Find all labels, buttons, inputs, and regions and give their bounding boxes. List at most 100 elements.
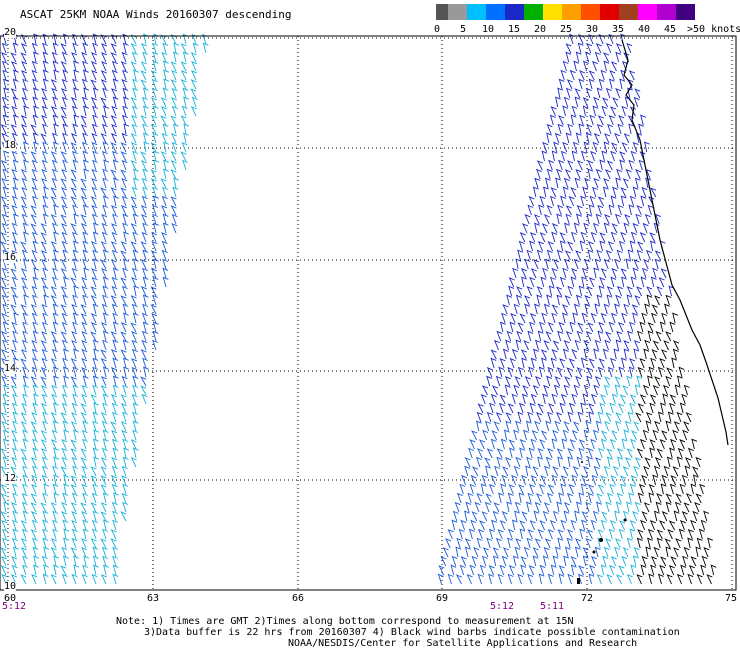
wind-barb: [60, 43, 67, 54]
wind-barb: [61, 501, 68, 513]
wind-barb: [587, 240, 594, 252]
wind-barb: [606, 42, 613, 54]
wind-barb: [642, 222, 649, 234]
wind-barb: [653, 510, 660, 522]
wind-barb: [100, 358, 107, 369]
wind-barb: [40, 403, 47, 414]
legend-swatch: [505, 4, 524, 20]
wind-barb: [12, 393, 19, 405]
wind-barb: [91, 132, 98, 144]
wind-barb: [529, 483, 535, 495]
wind-barb: [23, 159, 29, 171]
wind-barb: [683, 546, 690, 558]
wind-barb: [573, 421, 580, 432]
wind-barb: [528, 366, 535, 378]
wind-barb: [11, 537, 18, 549]
wind-barb: [152, 294, 159, 306]
wind-barb: [22, 465, 28, 477]
wind-barb: [519, 520, 526, 531]
wind-barb: [556, 168, 562, 180]
wind-barb: [52, 141, 59, 153]
wind-barb: [588, 358, 595, 369]
wind-barb: [616, 574, 623, 585]
wind-barb: [607, 123, 613, 135]
wind-barb: [496, 330, 503, 342]
wind-barb: [22, 555, 29, 567]
wind-barb: [140, 43, 147, 54]
wind-barb: [538, 204, 544, 216]
wind-barb: [81, 465, 88, 477]
wind-barb: [558, 78, 565, 90]
wind-barb: [657, 366, 664, 378]
wind-barb: [80, 304, 87, 315]
wind-barb: [62, 384, 68, 396]
wind-barb: [646, 294, 653, 306]
wind-barb: [694, 501, 701, 513]
wind-barb: [50, 412, 57, 423]
wind-barb: [655, 331, 662, 342]
wind-barb: [476, 492, 483, 504]
wind-barb: [112, 546, 119, 558]
wind-barb: [685, 457, 692, 468]
wind-barb: [626, 294, 633, 306]
wind-barb: [596, 501, 602, 513]
wind-barb: [485, 465, 491, 477]
wind-barb: [11, 132, 18, 144]
wind-barb: [20, 520, 27, 531]
wind-barb: [608, 528, 615, 540]
wind-barb: [81, 538, 88, 549]
wind-barb: [130, 142, 137, 153]
wind-barb: [618, 115, 625, 126]
wind-barb: [10, 502, 17, 513]
wind-barb: [578, 492, 585, 504]
wind-barb: [605, 249, 612, 261]
wind-barb: [660, 268, 667, 279]
wind-barb: [101, 213, 108, 225]
wind-barb: [121, 51, 128, 63]
wind-barb: [650, 276, 657, 288]
wind-barb: [501, 555, 508, 567]
wind-barb: [690, 519, 697, 531]
wind-barb: [2, 69, 9, 81]
wind-barb: [549, 195, 556, 207]
wind-barb: [469, 483, 476, 495]
wind-barb: [580, 150, 587, 162]
wind-barb: [640, 276, 647, 288]
wind-barb: [536, 411, 543, 423]
wind-barb: [102, 339, 108, 351]
wind-barb: [111, 483, 118, 495]
wind-barb: [521, 511, 528, 522]
wind-barb: [597, 484, 604, 495]
wind-barb: [529, 276, 536, 288]
wind-barb: [43, 546, 49, 558]
wind-barb: [153, 159, 160, 171]
wind-barb: [53, 447, 60, 459]
wind-barb: [617, 204, 624, 216]
wind-barb: [71, 150, 78, 162]
wind-barb: [520, 349, 527, 360]
wind-barb: [589, 114, 596, 126]
wind-barb: [132, 411, 139, 423]
wind-barb: [10, 52, 17, 63]
wind-barb: [93, 348, 100, 360]
wind-barb: [70, 277, 77, 288]
wind-barb: [33, 87, 39, 99]
note-line-3: NOAA/NESDIS/Center for Satellite Applica…: [288, 638, 638, 649]
wind-barb: [102, 366, 109, 378]
wind-barb: [571, 474, 578, 486]
wind-barb: [41, 321, 48, 333]
wind-barb: [590, 519, 597, 531]
wind-barb: [460, 519, 467, 531]
wind-barb: [171, 141, 178, 153]
wind-barb: [32, 438, 38, 450]
wind-barb: [123, 447, 130, 459]
wind-barb: [110, 295, 117, 306]
wind-barb: [672, 348, 679, 360]
wind-barb: [31, 339, 38, 351]
wind-barb: [528, 196, 535, 207]
wind-barb: [564, 222, 570, 234]
wind-barb: [527, 330, 534, 342]
wind-barb: [650, 357, 657, 369]
wind-barb: [30, 493, 37, 504]
wind-barb: [70, 133, 77, 144]
